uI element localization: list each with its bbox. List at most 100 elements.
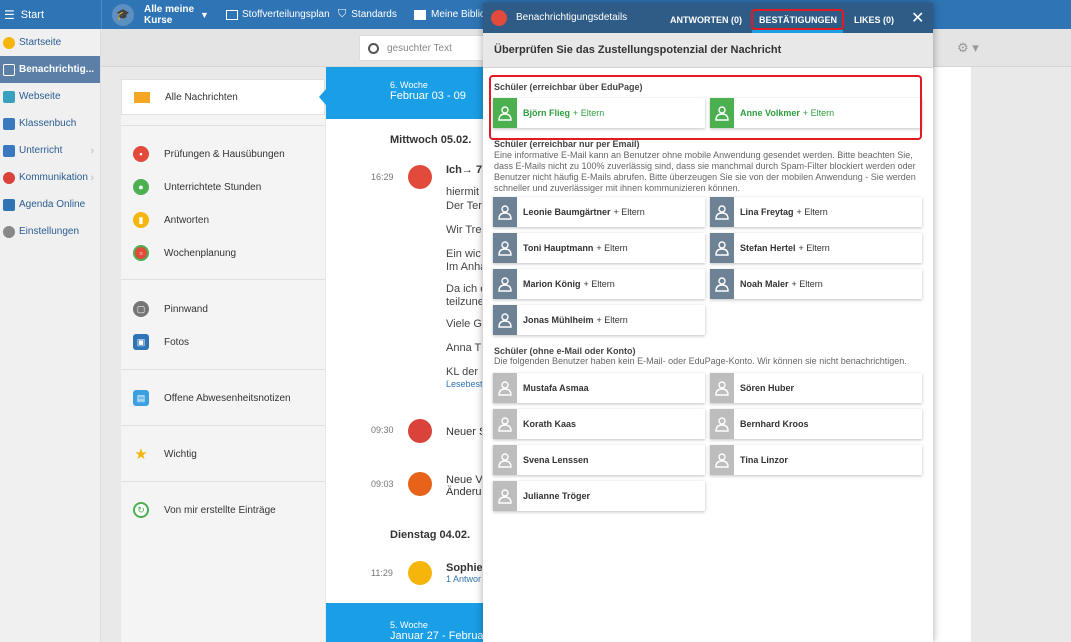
message-title[interactable]: Neue V Änderu [446, 474, 482, 498]
courses-dropdown[interactable]: 🎓 Alle meine Kurse ▼ [112, 0, 209, 29]
absence-note-icon: ▤ [133, 390, 149, 406]
sidebar-item-benachrichtigungen[interactable]: Benachrichtig... [0, 56, 100, 83]
user-icon [493, 305, 517, 335]
person-icon: ● [133, 179, 149, 195]
gear-icon [3, 225, 15, 238]
time-label: 09:30 [371, 425, 394, 435]
nav-alle-nachrichten[interactable]: Alle Nachrichten [121, 79, 325, 115]
meine-bibliothek-link[interactable]: Meine Biblio [414, 0, 485, 29]
nav-pruefungen[interactable]: ▪ Prüfungen & Hausübungen [121, 142, 325, 166]
day-heading: Mittwoch 05.02. [390, 134, 472, 146]
calendar-icon: ▫ [133, 245, 149, 261]
user-icon [493, 445, 517, 475]
shield-icon: ⛉ [338, 8, 347, 20]
user-icon [493, 233, 517, 263]
sidebar-item-webseite[interactable]: Webseite [0, 83, 100, 110]
section-title-edupage: Schüler (erreichbar über EduPage) [494, 82, 643, 92]
table-icon [226, 9, 238, 20]
chevron-down-icon: ▼ [200, 9, 209, 20]
menu-icon: ☰ [4, 7, 15, 22]
user-icon [493, 98, 517, 128]
envelope-icon [491, 10, 507, 26]
library-icon [414, 9, 426, 20]
student-card[interactable]: Noah Maler + Eltern [710, 269, 922, 299]
user-icon [493, 481, 517, 511]
clipboard-icon [3, 144, 15, 157]
student-card[interactable]: Korath Kaas [493, 409, 705, 439]
close-icon[interactable]: ✕ [911, 10, 925, 27]
student-card[interactable]: Svena Lenssen [493, 445, 705, 475]
notification-details-dialog: Benachrichtigungsdetails ANTWORTEN (0) B… [483, 3, 933, 642]
message-body[interactable]: hiermit Der Ter Wir Tre Ein wic Im Anha … [446, 186, 482, 389]
user-icon [493, 197, 517, 227]
sidebar-item-startseite[interactable]: Startseite [0, 29, 100, 56]
student-card[interactable]: Bernhard Kroos [710, 409, 922, 439]
student-card[interactable]: Marion König + Eltern [493, 269, 705, 299]
student-card[interactable]: Björn Flieg + Eltern [493, 98, 705, 128]
chat-icon [3, 171, 15, 184]
photo-icon: ▣ [133, 334, 149, 350]
student-card[interactable]: Tina Linzor [710, 445, 922, 475]
user-icon [710, 373, 734, 403]
message-title[interactable]: Sophie 1 Antwor [446, 562, 482, 584]
day-heading: Dienstag 04.02. [390, 529, 471, 541]
student-card[interactable]: Julianne Tröger [493, 481, 705, 511]
nav-wichtig[interactable]: ★ Wichtig [134, 446, 197, 463]
filter-nav: Alle Nachrichten ▪ Prüfungen & Hausübunge… [121, 79, 326, 642]
sidebar-item-klassenbuch[interactable]: Klassenbuch [0, 110, 100, 137]
time-label: 11:29 [371, 568, 393, 578]
message-title[interactable]: Ich→ 7 [446, 164, 483, 176]
home-icon [3, 90, 15, 103]
tab-likes[interactable]: LIKES (0) [854, 15, 895, 25]
student-card[interactable]: Stefan Hertel + Eltern [710, 233, 922, 263]
user-icon [710, 445, 734, 475]
sidebar-item-agenda-online[interactable]: Agenda Online [0, 191, 100, 218]
student-card[interactable]: Anne Volkmer + Eltern [710, 98, 922, 128]
sidebar: Startseite Benachrichtig... Webseite Kla… [0, 29, 101, 642]
active-tab-underline [752, 30, 843, 33]
start-button[interactable]: ☰ Start [4, 7, 44, 22]
search-input[interactable]: gesuchter Text [359, 35, 489, 61]
student-card[interactable]: Lina Freytag + Eltern [710, 197, 922, 227]
student-card[interactable]: Jonas Mühlheim + Eltern [493, 305, 705, 335]
user-icon [710, 197, 734, 227]
pinboard-icon: ▢ [133, 301, 149, 317]
student-card[interactable]: Leonie Baumgärtner + Eltern [493, 197, 705, 227]
standards-link[interactable]: ⛉ Standards [338, 8, 397, 20]
sidebar-item-einstellungen[interactable]: Einstellungen [0, 218, 100, 245]
stoffverteilungsplan-link[interactable]: Stoffverteilungsplan [226, 0, 330, 29]
section-title-no-account: Schüler (ohne e-Mail oder Konto) [494, 346, 636, 356]
chevron-right-icon: › [90, 171, 94, 184]
student-card[interactable]: Sören Huber [710, 373, 922, 403]
sidebar-item-unterricht[interactable]: Unterricht › [0, 137, 100, 164]
time-label: 16:29 [371, 172, 394, 182]
nav-abwesenheitsnotizen[interactable]: ▤ Offene Abwesenheitsnotizen [121, 386, 325, 410]
nav-eigene-eintraege[interactable]: ↻ Von mir erstellte Einträge [121, 498, 325, 522]
section-title-email: Schüler (erreichbar nur per Email) [494, 139, 640, 149]
time-label: 09:03 [371, 479, 394, 489]
settings-gear-icon[interactable]: ⚙ ▾ [957, 40, 979, 55]
history-icon: ↻ [133, 502, 149, 518]
nav-wochenplanung[interactable]: ▫ Wochenplanung [121, 241, 325, 265]
tab-antworten[interactable]: ANTWORTEN (0) [670, 15, 742, 25]
sidebar-item-kommunikation[interactable]: Kommunikation › [0, 164, 100, 191]
badge-icon [408, 472, 432, 496]
message-title[interactable]: Neuer S [446, 426, 482, 438]
student-card[interactable]: Mustafa Asmaa [493, 373, 705, 403]
graduation-cap-icon: 🎓 [112, 3, 134, 26]
exam-icon: ▪ [133, 146, 149, 162]
search-icon [368, 42, 379, 54]
envelope-icon [408, 165, 432, 189]
envelope-icon [408, 561, 432, 585]
nav-unterrichtete-stunden[interactable]: ● Unterrichtete Stunden [121, 175, 325, 199]
nav-antworten[interactable]: ▮ Antworten [121, 208, 325, 232]
user-icon [710, 409, 734, 439]
user-icon [493, 373, 517, 403]
star-icon [3, 36, 15, 49]
nav-pinnwand[interactable]: ▢ Pinnwand [121, 297, 325, 321]
student-card[interactable]: Toni Hauptmann + Eltern [493, 233, 705, 263]
chevron-right-icon: › [90, 144, 94, 157]
user-icon [710, 269, 734, 299]
nav-fotos[interactable]: ▣ Fotos [121, 330, 325, 354]
tab-bestaetigungen[interactable]: BESTÄTIGUNGEN [759, 15, 838, 25]
